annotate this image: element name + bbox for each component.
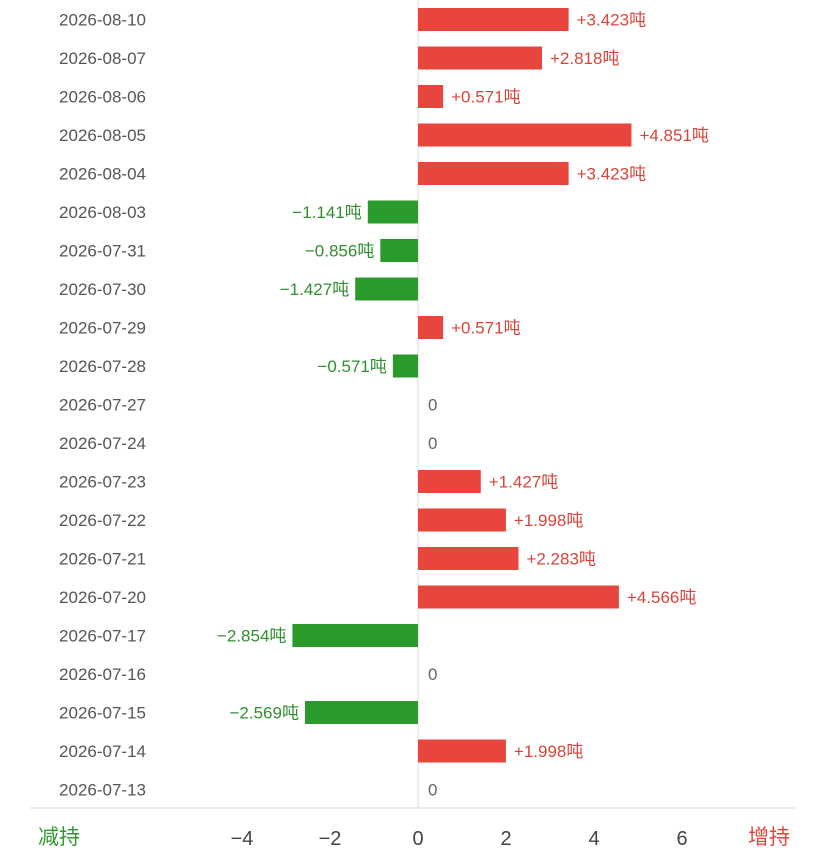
category-label: 2026-07-24: [59, 434, 146, 453]
category-label: 2026-07-14: [59, 742, 146, 761]
bar: [292, 624, 418, 647]
bar: [380, 239, 418, 262]
category-label: 2026-07-28: [59, 357, 146, 376]
bar: [355, 277, 418, 301]
bar: [367, 200, 418, 224]
data-label: −0.856吨: [305, 242, 374, 261]
category-label: 2026-07-23: [59, 473, 146, 492]
category-label: 2026-07-27: [59, 396, 146, 415]
data-label: +0.571吨: [451, 88, 520, 107]
data-label: 0: [428, 781, 437, 800]
category-label: 2026-08-03: [59, 203, 146, 222]
category-label: 2026-07-17: [59, 627, 146, 646]
x-tick-label: 6: [676, 828, 687, 850]
bar: [418, 585, 619, 609]
data-label: +4.566吨: [627, 588, 696, 607]
data-label: +2.283吨: [526, 550, 595, 569]
data-label: +2.818吨: [550, 49, 619, 68]
bar: [418, 316, 444, 339]
category-label: 2026-08-05: [59, 126, 146, 145]
data-label: +1.427吨: [489, 473, 558, 492]
category-label: 2026-08-10: [59, 11, 146, 30]
bar: [392, 354, 418, 378]
bar: [418, 162, 569, 185]
category-label: 2026-08-06: [59, 88, 146, 107]
x-tick-label: 2: [500, 828, 511, 850]
data-label: +1.998吨: [514, 742, 583, 761]
x-tick-label: 0: [412, 828, 423, 850]
x-tick-label: −4: [231, 828, 254, 850]
x-tick-label: −2: [319, 828, 342, 850]
data-label: −2.569吨: [229, 704, 298, 723]
bar: [418, 85, 444, 108]
data-label: −1.427吨: [280, 280, 349, 299]
bar: [304, 701, 418, 724]
data-label: 0: [428, 665, 437, 684]
category-label: 2026-07-13: [59, 781, 146, 800]
category-label: 2026-08-04: [59, 165, 146, 184]
data-label: +0.571吨: [451, 319, 520, 338]
legend-increase-label: 增持: [748, 826, 790, 849]
bar: [418, 8, 569, 31]
data-label: −1.141吨: [292, 203, 361, 222]
data-label: −2.854吨: [217, 627, 286, 646]
data-label: 0: [428, 396, 437, 415]
category-label: 2026-07-22: [59, 511, 146, 530]
data-label: −0.571吨: [317, 357, 386, 376]
data-label: +1.998吨: [514, 511, 583, 530]
bar: [418, 46, 542, 70]
category-label: 2026-07-31: [59, 242, 146, 261]
category-label: 2026-07-16: [59, 665, 146, 684]
bar: [418, 739, 506, 763]
data-label: +3.423吨: [577, 11, 646, 30]
legend-decrease-label: 减持: [38, 826, 80, 849]
bar: [418, 547, 519, 570]
x-tick-label: 4: [588, 828, 599, 850]
data-label: +3.423吨: [577, 165, 646, 184]
data-label: 0: [428, 434, 437, 453]
data-label: +4.851吨: [639, 126, 708, 145]
category-label: 2026-07-30: [59, 280, 146, 299]
bar: [418, 508, 506, 532]
category-label: 2026-07-20: [59, 588, 146, 607]
bar: [418, 123, 632, 147]
bar: [418, 470, 481, 493]
category-label: 2026-08-07: [59, 49, 146, 68]
category-label: 2026-07-15: [59, 704, 146, 723]
category-label: 2026-07-29: [59, 319, 146, 338]
category-label: 2026-07-21: [59, 550, 146, 569]
